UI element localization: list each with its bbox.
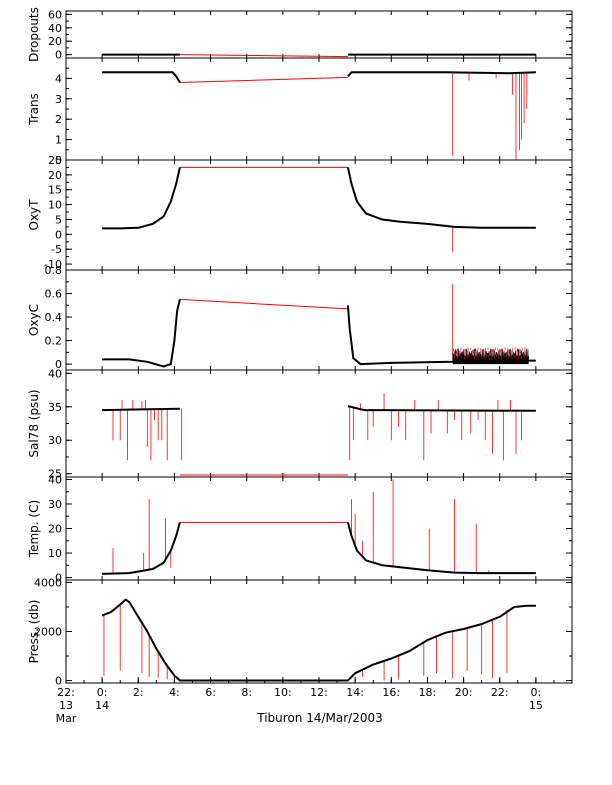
x-tick-label: 20: — [455, 686, 473, 699]
chart-panels: 0204060Dropouts01234Trans-10-50510152025… — [27, 7, 573, 688]
panel-press: 0 2000 4000 Press. (db) — [27, 576, 573, 688]
y-tick-label: 0.4 — [45, 311, 63, 324]
x-tick-label: 18: — [419, 686, 437, 699]
y-tick-label: 30 — [48, 498, 62, 511]
x-tick-label: 22: — [491, 686, 509, 699]
x-tick-label: 2: — [133, 686, 144, 699]
y-axis-label-oxyt: OxyT — [27, 199, 41, 231]
measured-trace-sal-1 — [347, 405, 536, 412]
panel-frame-oxyt — [65, 159, 573, 271]
y-tick-label: 20 — [48, 169, 62, 182]
y-tick-label: 15 — [48, 184, 62, 197]
y-tick-label: 20 — [48, 523, 62, 536]
y-tick-label: 40 — [48, 22, 62, 35]
y-tick-label: 4 — [55, 72, 62, 85]
measured-trace-oxyc-1 — [346, 305, 536, 366]
measured-trace-press-0 — [101, 598, 536, 682]
y-tick-label: 0 — [55, 358, 62, 371]
x-tick-label: 0: — [97, 686, 108, 699]
y-tick-label: 0 — [55, 228, 62, 241]
x-tick-label: 12: — [310, 686, 328, 699]
y-tick-label: 40 — [48, 367, 62, 380]
x-tick-label: 16: — [382, 686, 400, 699]
y-tick-label: 20 — [48, 35, 62, 48]
y-tick-label: 0 — [55, 572, 62, 585]
x-tick-label: 8: — [241, 686, 252, 699]
measured-trace-temp-0 — [102, 522, 181, 575]
x-tick-label: 14 — [95, 699, 109, 712]
y-tick-label: 5 — [55, 213, 62, 226]
y-tick-label: 3 — [55, 93, 62, 106]
panel-frame-dropouts — [65, 10, 573, 59]
y-tick-label: 25 — [48, 154, 62, 167]
measured-trace-oxyt-1 — [346, 167, 536, 229]
panel-temp: 0 10 20 30 40 Temp. (C) — [27, 473, 573, 585]
y-axis-label-trans: Trans — [27, 93, 41, 126]
y-tick-label: 1 — [55, 134, 62, 147]
measured-trace-trans-1 — [347, 71, 536, 78]
y-tick-label: 10 — [48, 199, 62, 212]
x-tick-label: 10: — [274, 686, 292, 699]
noise-flags-oxyc — [452, 347, 528, 360]
y-tick-label: 0 — [55, 675, 62, 688]
y-tick-label: 25 — [48, 468, 62, 481]
x-tick-label: 15 — [529, 699, 543, 712]
measured-trace-trans-0 — [102, 71, 181, 84]
y-axis-label-dropouts: Dropouts — [27, 7, 41, 62]
panel-oxyt: -10 -5 0 510 15 20 25 OxyT — [27, 154, 573, 271]
y-tick-label: 10 — [48, 547, 62, 560]
measured-trace-oxyt-0 — [102, 167, 181, 230]
y-tick-label: 2000 — [34, 626, 62, 639]
x-tick-label: Mar — [56, 712, 77, 725]
noise-band-oxyc — [452, 348, 529, 365]
x-tick-label: 22: — [57, 686, 75, 699]
gap-line-trans — [179, 76, 348, 83]
y-tick-label: 35 — [48, 401, 62, 414]
x-tick-label: 4: — [169, 686, 180, 699]
panel-oxyc: 0 0.2 0.4 0.6 0.8 OxyC — [27, 264, 573, 371]
panel-sal: 25 30 35 40 Sal78 (psu) — [27, 367, 573, 481]
measured-trace-oxyc-0 — [102, 299, 181, 368]
measured-trace-temp-1 — [346, 522, 536, 575]
y-tick-label: 30 — [48, 434, 62, 447]
y-tick-label: -5 — [51, 243, 62, 256]
gap-line-dropouts — [179, 54, 348, 58]
x-tick-label: 14: — [346, 686, 364, 699]
measured-trace-sal-0 — [102, 407, 180, 412]
y-axis-label-sal: Sal78 (psu) — [27, 389, 41, 457]
panel-frame-sal — [65, 369, 573, 478]
y-tick-label: 0 — [55, 49, 62, 62]
x-tick-label: 0: — [530, 686, 541, 699]
y-tick-label: 60 — [48, 8, 62, 21]
x-tick-label: 6: — [205, 686, 216, 699]
y-tick-label: 40 — [48, 473, 62, 486]
panel-trans: 0 1 2 3 4 Trans — [27, 57, 573, 167]
panel-frame-temp — [65, 476, 573, 581]
y-tick-label: 4000 — [34, 576, 62, 589]
y-tick-label: 0.8 — [45, 264, 63, 277]
y-axis-label-temp: Temp. (C) — [27, 500, 41, 558]
y-axis-label-press: Press. (db) — [27, 600, 41, 664]
y-tick-label: 2 — [55, 113, 62, 126]
gap-line-oxyc — [179, 298, 348, 310]
x-axis-title: Tiburon 14/Mar/2003 — [256, 711, 382, 725]
y-tick-label: 0.2 — [45, 335, 63, 348]
y-tick-label: -10 — [44, 258, 62, 271]
y-tick-label: 0.6 — [45, 288, 63, 301]
x-tick-label: 13 — [59, 699, 73, 712]
y-tick-label: 0 — [55, 154, 62, 167]
y-axis-label-oxyc: OxyC — [27, 304, 41, 336]
